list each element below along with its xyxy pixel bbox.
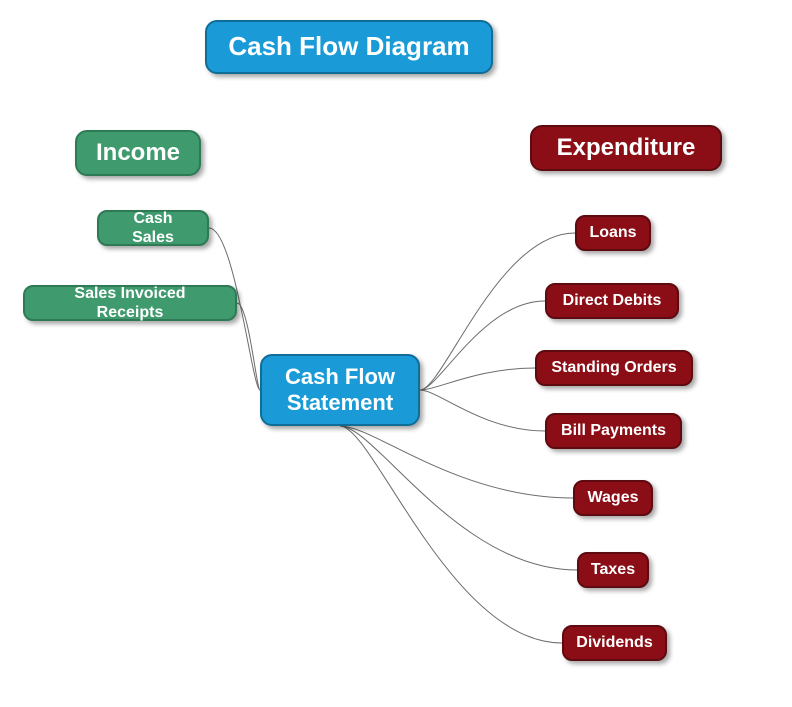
income-header: Income xyxy=(75,130,201,176)
expenditure-item-label: Bill Payments xyxy=(561,421,666,440)
expenditure-item-label: Wages xyxy=(588,488,639,507)
expenditure-item-node: Standing Orders xyxy=(535,350,693,386)
expenditure-item-node: Loans xyxy=(575,215,651,251)
income-item-node: Cash Sales xyxy=(97,210,209,246)
expenditure-item-label: Taxes xyxy=(591,560,635,579)
expenditure-item-label: Loans xyxy=(589,223,636,242)
diagram-title-text: Cash Flow Diagram xyxy=(228,31,469,62)
expenditure-item-node: Direct Debits xyxy=(545,283,679,319)
expenditure-item-node: Bill Payments xyxy=(545,413,682,449)
expenditure-item-label: Standing Orders xyxy=(551,358,676,377)
expenditure-item-label: Dividends xyxy=(576,633,652,652)
income-item-node: Sales Invoiced Receipts xyxy=(23,285,237,321)
income-header-text: Income xyxy=(96,139,180,168)
center-node-text: Cash Flow Statement xyxy=(285,364,395,417)
center-node: Cash Flow Statement xyxy=(260,354,420,426)
expenditure-header: Expenditure xyxy=(530,125,722,171)
income-item-label: Sales Invoiced Receipts xyxy=(39,284,221,322)
income-item-label: Cash Sales xyxy=(113,209,193,247)
expenditure-item-node: Wages xyxy=(573,480,653,516)
diagram-title: Cash Flow Diagram xyxy=(205,20,493,74)
expenditure-item-node: Dividends xyxy=(562,625,667,661)
expenditure-item-node: Taxes xyxy=(577,552,649,588)
expenditure-header-text: Expenditure xyxy=(557,134,696,163)
expenditure-item-label: Direct Debits xyxy=(563,291,662,310)
